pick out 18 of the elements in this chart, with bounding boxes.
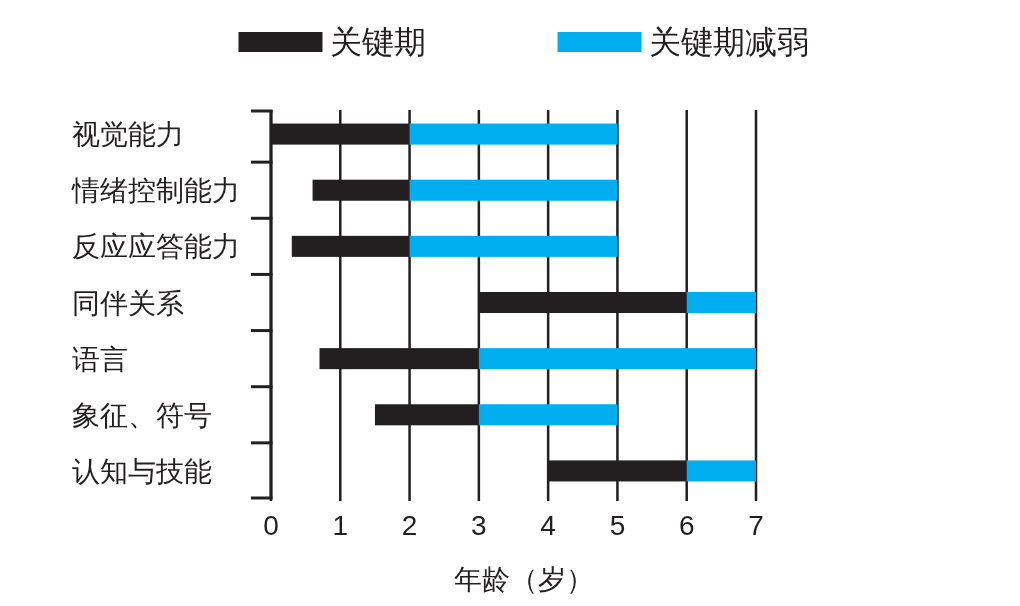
y-tick-label: 认知与技能 (72, 455, 212, 487)
y-tick-label: 同伴关系 (72, 287, 184, 319)
x-tick-label: 0 (263, 510, 279, 541)
x-tick-label: 6 (678, 510, 695, 541)
y-tick-label: 视觉能力 (72, 119, 184, 151)
x-tick-label: 3 (471, 510, 487, 541)
y-tick-label: 象征、符号 (72, 399, 212, 431)
x-tick-label: 7 (748, 510, 764, 541)
y-tick-label: 情绪控制能力 (71, 175, 240, 207)
x-axis-title: 年龄（岁） (453, 564, 594, 595)
y-tick-label: 反应应答能力 (72, 231, 240, 263)
x-tick-label: 1 (332, 510, 349, 541)
legend-label: 关键期 (329, 24, 426, 60)
y-tick-label: 语言 (72, 343, 128, 375)
x-tick-label: 5 (609, 510, 626, 541)
legend-label: 关键期减弱 (648, 24, 809, 60)
x-tick-label: 4 (540, 510, 556, 541)
x-tick-label: 2 (401, 510, 418, 541)
